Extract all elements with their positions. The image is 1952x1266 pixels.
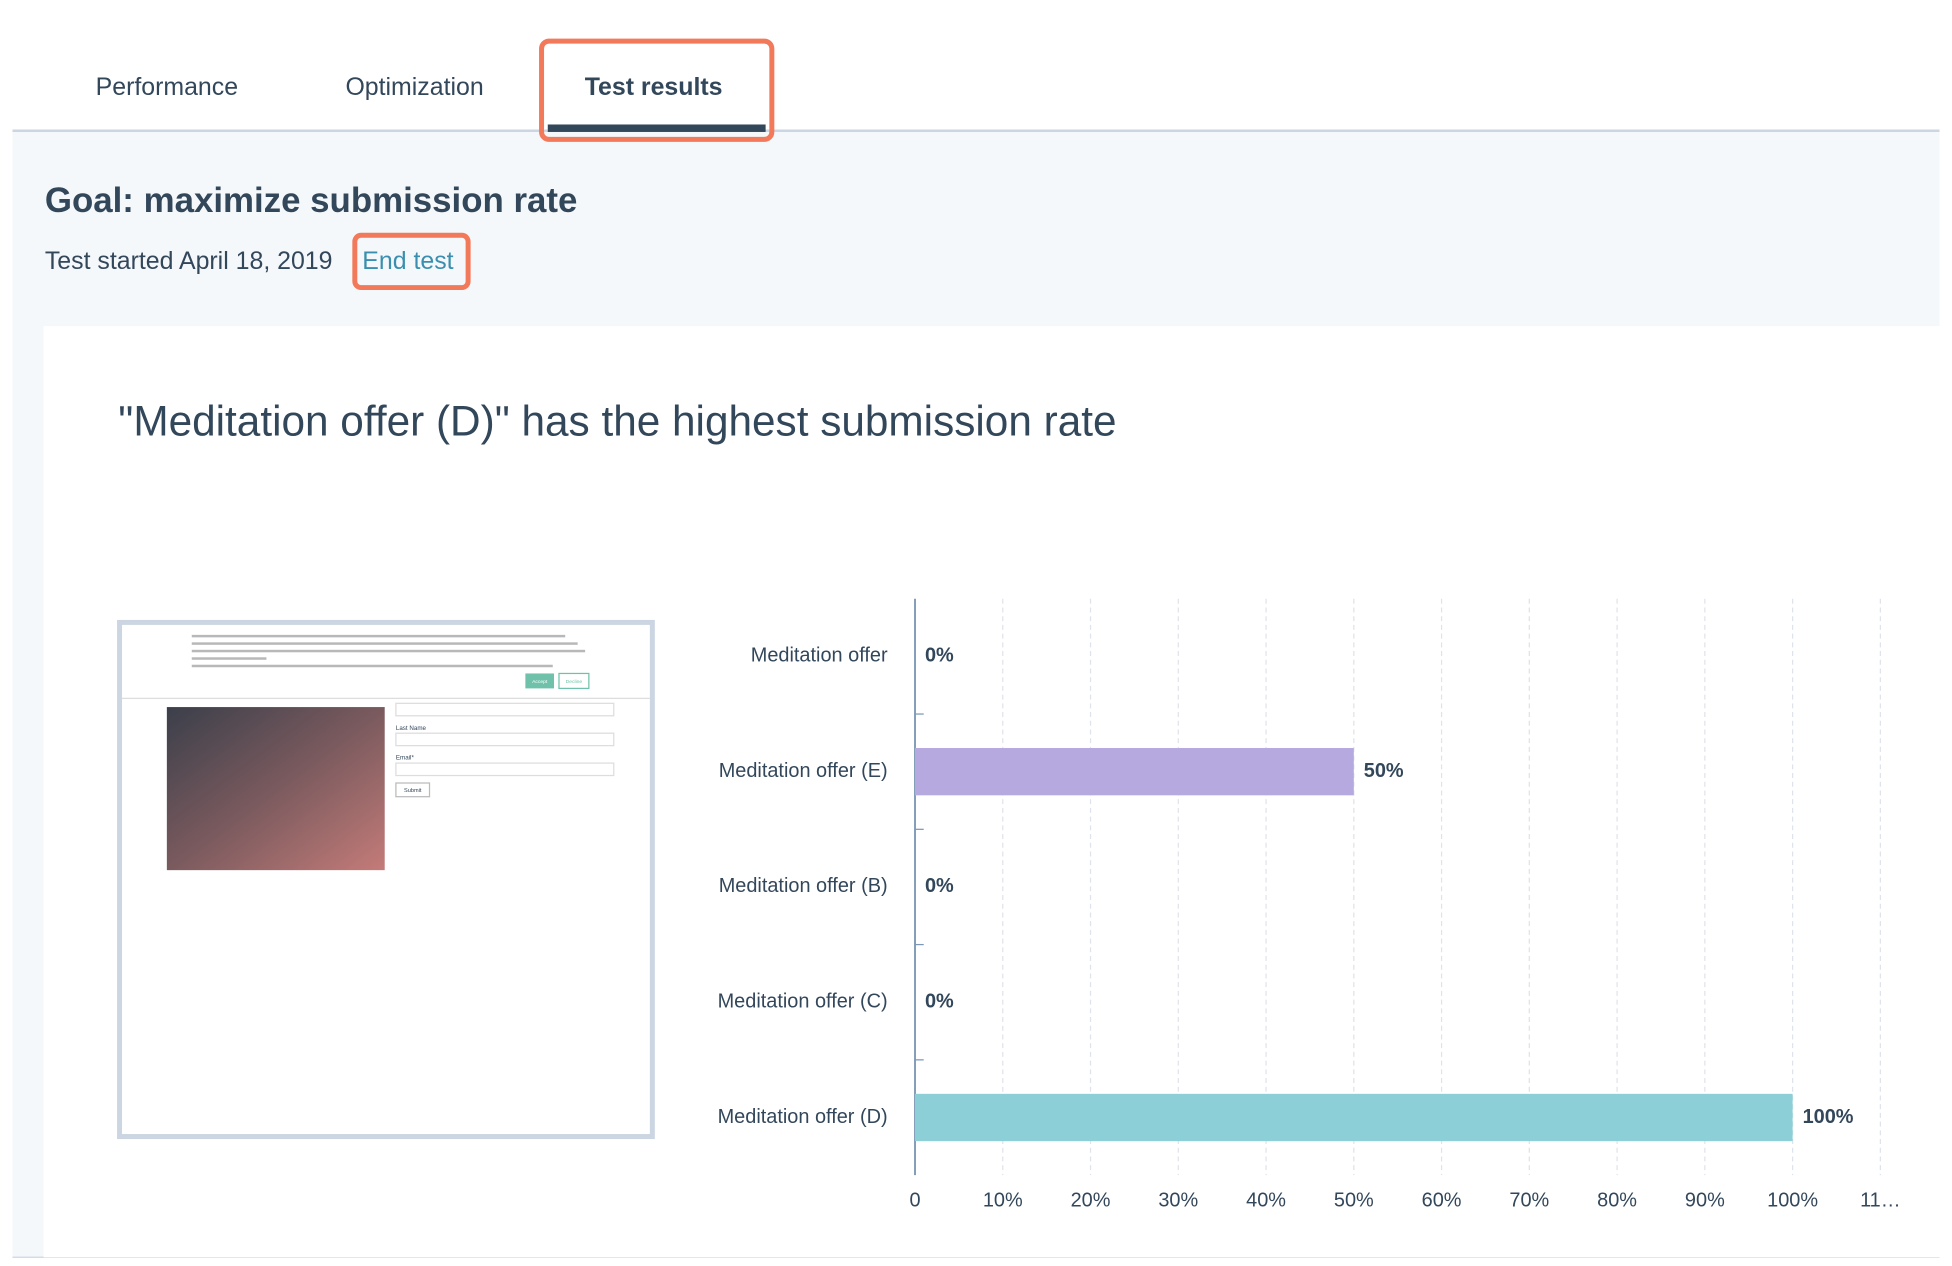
y-tick-label: Meditation offer (D)	[718, 1106, 888, 1128]
field-label: Last Name	[396, 725, 427, 732]
x-tick-label: 10%	[983, 1190, 1023, 1212]
accept-button	[525, 673, 554, 689]
end-test-link[interactable]: End test	[362, 247, 453, 275]
x-tick-label: 90%	[1685, 1190, 1725, 1212]
preview-frame	[117, 619, 655, 1140]
x-tick-label: 70%	[1509, 1190, 1549, 1212]
active-tab-indicator	[547, 124, 766, 132]
bar	[915, 748, 1354, 796]
card-title: "Meditation offer (D)" has the highest s…	[118, 398, 1116, 445]
x-tick-label: 100%	[1767, 1190, 1818, 1212]
x-tick-label: 60%	[1422, 1190, 1462, 1212]
x-tick-label: 50%	[1334, 1190, 1374, 1212]
x-tick-label: 11…	[1860, 1190, 1901, 1212]
value-label: 100%	[1803, 1106, 1854, 1128]
test-started: Test started April 18, 2019	[45, 247, 333, 275]
goal-heading: Goal: maximize submission rate	[45, 181, 578, 220]
preview-image	[166, 707, 385, 871]
decline-label: Decline	[566, 679, 583, 685]
value-label: 0%	[925, 875, 954, 897]
highlight-box	[352, 232, 471, 291]
banner-text	[191, 634, 586, 668]
value-label: 50%	[1364, 760, 1404, 782]
input-field	[395, 702, 615, 717]
submit-button	[395, 782, 431, 798]
y-tick-label: Meditation offer (E)	[719, 760, 888, 782]
field-label: Email*	[396, 755, 415, 762]
y-tick-label: Meditation offer (B)	[719, 875, 888, 897]
decline-button	[558, 672, 590, 690]
submit-label: Submit	[404, 788, 422, 794]
accept-label: Accept	[532, 679, 548, 685]
input-field	[395, 732, 615, 747]
tab[interactable]: Performance	[96, 73, 238, 101]
tab[interactable]: Optimization	[345, 73, 483, 101]
value-label: 0%	[925, 645, 954, 667]
bar	[915, 1093, 1793, 1142]
x-tick-label: 40%	[1246, 1190, 1286, 1212]
y-tick-label: Meditation offer (C)	[718, 990, 888, 1012]
highlight-box	[539, 38, 775, 142]
x-tick-label: 20%	[1071, 1190, 1111, 1212]
y-tick-label: Meditation offer	[751, 645, 888, 667]
x-tick-label: 80%	[1597, 1190, 1637, 1212]
x-tick-label: 0	[909, 1190, 920, 1212]
tab[interactable]: Test results	[585, 73, 723, 101]
value-label: 0%	[925, 990, 954, 1012]
x-tick-label: 30%	[1158, 1190, 1198, 1212]
input-field	[395, 762, 615, 777]
variant-preview: Accept Decline Last Name Email* Submit	[117, 619, 655, 1140]
